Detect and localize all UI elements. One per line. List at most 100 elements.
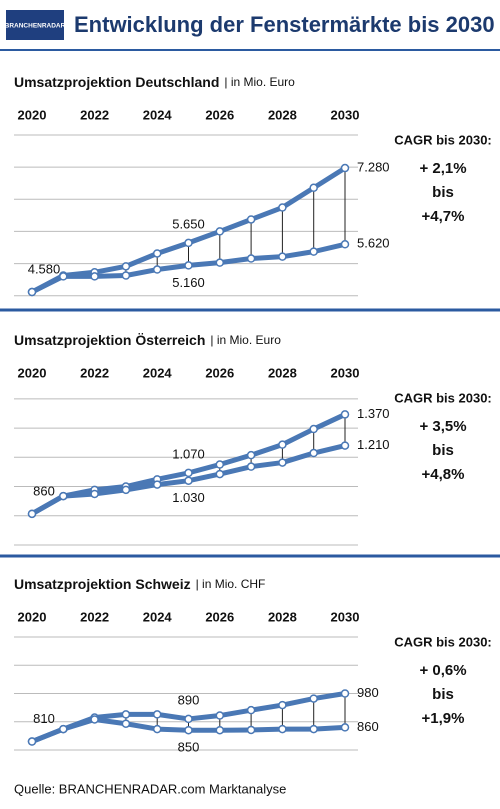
point [59,272,68,281]
value-label: 7.280 [357,159,390,174]
point [215,711,225,720]
point [27,737,37,746]
x-tick-label: 2024 [143,609,173,624]
point [90,715,99,724]
cagr-title: CAGR bis 2030: [394,634,492,649]
point [309,247,318,256]
point [215,469,225,479]
x-tick-label: 2030 [331,365,360,380]
cagr-text: bis [432,442,454,459]
chart-title-text: Umsatzprojektion Deutschland [14,74,219,90]
point [278,724,287,734]
cagr-text: bis [432,686,454,703]
point [90,272,99,281]
point [121,710,131,719]
x-tick-label: 2026 [205,365,234,380]
point [246,462,256,471]
point [121,271,131,280]
point [309,694,318,703]
x-tick-label: 2020 [18,107,47,122]
cagr-title: CAGR bis 2030: [394,132,492,147]
cagr-text: +4,8% [422,466,465,483]
value-label: 980 [357,685,379,700]
chart-title: Umsatzprojektion Deutschland | in Mio. Eu… [14,74,295,90]
point [121,719,131,728]
point [309,424,318,434]
point [215,227,225,236]
point [340,723,350,732]
value-label: 1.370 [357,406,390,421]
point [278,440,287,449]
point [27,287,37,297]
point [152,724,162,734]
value-label: 860 [33,483,55,498]
point [215,725,225,735]
chart-unit: | in Mio. Euro [224,75,295,89]
value-label: 5.650 [172,216,205,231]
chart-title-text: Umsatzprojektion Österreich [14,332,205,348]
point [278,458,287,467]
x-tick-label: 2020 [18,609,47,624]
point [59,724,68,734]
point [184,261,193,270]
value-label: 810 [33,711,55,726]
point [340,240,350,249]
x-tick-label: 2020 [18,365,47,380]
point [215,460,225,469]
chart-unit: | in Mio. Euro [210,333,281,347]
x-tick-label: 2028 [268,609,297,624]
point [246,705,256,715]
point [59,491,68,501]
point [340,689,350,698]
chart-title: Umsatzprojektion Österreich | in Mio. Eur… [14,332,281,348]
value-label: 850 [178,740,200,755]
cagr-title: CAGR bis 2030: [394,390,492,405]
point [309,724,318,734]
point [340,441,350,450]
point [184,476,193,485]
point [215,258,225,267]
value-label: 4.580 [28,261,61,276]
value-label: 1.210 [357,437,390,452]
x-tick-label: 2026 [205,107,234,122]
point [184,238,193,248]
point [184,714,193,724]
point [152,480,162,489]
chart-title: Umsatzprojektion Schweiz | in Mio. CHF [14,576,265,592]
x-tick-label: 2022 [80,107,109,122]
point [152,249,162,258]
source: Quelle: BRANCHENRADAR.com Marktanalyse [14,781,286,796]
point [309,183,318,193]
cagr-text: + 2,1% [419,160,466,177]
point [246,254,256,263]
logo-box [6,10,64,40]
chart-unit: | in Mio. CHF [196,577,266,591]
point [27,509,37,519]
point [246,450,256,460]
point [278,700,287,710]
value-label: 1.070 [172,446,205,461]
point [246,215,256,224]
cagr-text: +4,7% [422,208,465,225]
value-label: 5.160 [172,275,205,290]
point [90,489,99,499]
x-tick-label: 2028 [268,365,297,380]
point [152,710,162,719]
value-label: 1.030 [172,490,205,505]
chart-title-text: Umsatzprojektion Schweiz [14,576,191,592]
cagr-text: + 0,6% [419,662,466,679]
point [184,468,193,478]
point [121,262,131,271]
value-label: 860 [357,719,379,734]
cagr-text: + 3,5% [419,418,466,435]
page-title: Entwicklung der Fenstermärkte bis 2030 [74,12,495,37]
point [309,448,318,458]
point [340,163,350,173]
value-label: 890 [178,692,200,707]
point [184,725,193,735]
x-tick-label: 2022 [80,365,109,380]
x-tick-label: 2022 [80,609,109,624]
x-tick-label: 2028 [268,107,297,122]
x-tick-label: 2024 [143,107,173,122]
